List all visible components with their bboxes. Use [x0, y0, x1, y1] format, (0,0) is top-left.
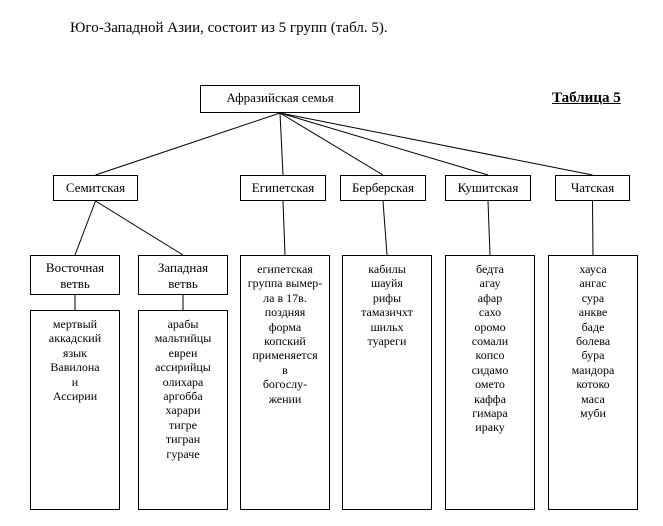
- box-leaf_egy-line: в: [245, 363, 325, 377]
- box-leaf_egy-line: египетская: [245, 262, 325, 276]
- box-root: Афразийская семья: [200, 85, 360, 113]
- box-leaf_chad-line: бура: [553, 348, 633, 362]
- box-leaf_cush-line: омето: [450, 377, 530, 391]
- table-label: Таблица 5: [552, 90, 621, 107]
- box-leaf_egy-line: богослу-: [245, 377, 325, 391]
- box-leaf_ber-line: туареги: [347, 334, 427, 348]
- box-leaf_east-line: аккадский: [35, 331, 115, 345]
- box-leaf_ber-line: шауйя: [347, 276, 427, 290]
- box-leaf_chad-line: баде: [553, 320, 633, 334]
- box-cushitic: Кушитская: [445, 175, 531, 201]
- box-leaf_ber-line: тамазичхт: [347, 305, 427, 319]
- box-leaf_cush-line: копсо: [450, 348, 530, 362]
- box-leaf_west: арабымальтийцыевреиассирийцыолихарааргоб…: [138, 310, 228, 510]
- box-leaf_east: мертвыйаккадскийязыкВавилонаиАссирии: [30, 310, 120, 510]
- caption-text: Юго-Западной Азии, состоит из 5 групп (т…: [70, 20, 388, 37]
- box-east-line: Восточная: [37, 260, 113, 276]
- box-leaf_west-line: тигре: [143, 418, 223, 432]
- box-leaf_cush-line: ираку: [450, 420, 530, 434]
- box-leaf_east-line: Вавилона: [35, 360, 115, 374]
- box-leaf_east-line: язык: [35, 346, 115, 360]
- box-leaf_egy-line: применяется: [245, 348, 325, 362]
- box-cushitic-line: Кушитская: [452, 180, 524, 196]
- box-egyptian: Египетская: [240, 175, 326, 201]
- box-leaf_west-line: ассирийцы: [143, 360, 223, 374]
- box-berber: Берберская: [340, 175, 426, 201]
- box-leaf_egy-line: копский: [245, 334, 325, 348]
- box-east: Восточнаяветвь: [30, 255, 120, 295]
- box-leaf_chad-line: муби: [553, 406, 633, 420]
- box-leaf_west-line: мальтийцы: [143, 331, 223, 345]
- box-leaf_egy-line: поздняя: [245, 305, 325, 319]
- box-west-line: ветвь: [145, 276, 221, 292]
- box-leaf_east-line: мертвый: [35, 317, 115, 331]
- box-leaf_west-line: аргобба: [143, 389, 223, 403]
- box-leaf_chad-line: хауса: [553, 262, 633, 276]
- box-leaf_cush-line: афар: [450, 291, 530, 305]
- box-semitic-line: Семитская: [60, 180, 131, 196]
- box-leaf_cush: бедтаагауафарсахооромосомаликопсосидамоо…: [445, 255, 535, 510]
- box-leaf_egy-line: форма: [245, 320, 325, 334]
- box-leaf_egy-line: жении: [245, 392, 325, 406]
- box-semitic: Семитская: [53, 175, 138, 201]
- box-leaf_chad-line: сура: [553, 291, 633, 305]
- box-leaf_cush-line: оромо: [450, 320, 530, 334]
- box-west: Западнаяветвь: [138, 255, 228, 295]
- box-egyptian-line: Египетская: [247, 180, 319, 196]
- box-leaf_west-line: евреи: [143, 346, 223, 360]
- box-leaf_cush-line: каффа: [450, 392, 530, 406]
- box-leaf_west-line: харари: [143, 403, 223, 417]
- box-chadic: Чатская: [555, 175, 630, 201]
- box-west-line: Западная: [145, 260, 221, 276]
- box-leaf_cush-line: гимара: [450, 406, 530, 420]
- box-chadic-line: Чатская: [562, 180, 623, 196]
- box-leaf_chad-line: анкве: [553, 305, 633, 319]
- box-leaf_west-line: тигран: [143, 432, 223, 446]
- box-leaf_west-line: арабы: [143, 317, 223, 331]
- box-leaf_cush-line: агау: [450, 276, 530, 290]
- box-leaf_ber-line: шильх: [347, 320, 427, 334]
- box-leaf_egy-line: ла в 17в.: [245, 291, 325, 305]
- box-leaf_cush-line: сахо: [450, 305, 530, 319]
- box-leaf_cush-line: сомали: [450, 334, 530, 348]
- box-leaf_chad: хаусаангассураанквебадеболевабурамаидора…: [548, 255, 638, 510]
- box-leaf_chad-line: котоко: [553, 377, 633, 391]
- box-leaf_ber-line: кабилы: [347, 262, 427, 276]
- box-leaf_chad-line: ангас: [553, 276, 633, 290]
- box-leaf_west-line: гураче: [143, 447, 223, 461]
- box-leaf_east-line: Ассирии: [35, 389, 115, 403]
- box-root-line: Афразийская семья: [207, 90, 353, 106]
- box-leaf_egy: египетскаягруппа вымер-ла в 17в.поздняяф…: [240, 255, 330, 510]
- box-leaf_chad-line: маидора: [553, 363, 633, 377]
- box-leaf_ber-line: рифы: [347, 291, 427, 305]
- box-berber-line: Берберская: [347, 180, 419, 196]
- box-leaf_egy-line: группа вымер-: [245, 276, 325, 290]
- box-leaf_cush-line: бедта: [450, 262, 530, 276]
- box-east-line: ветвь: [37, 276, 113, 292]
- box-leaf_cush-line: сидамо: [450, 363, 530, 377]
- box-leaf_chad-line: болева: [553, 334, 633, 348]
- box-leaf_east-line: и: [35, 375, 115, 389]
- box-leaf_chad-line: маса: [553, 392, 633, 406]
- box-leaf_ber: кабилышауйярифытамазичхтшильхтуареги: [342, 255, 432, 510]
- box-leaf_west-line: олихара: [143, 375, 223, 389]
